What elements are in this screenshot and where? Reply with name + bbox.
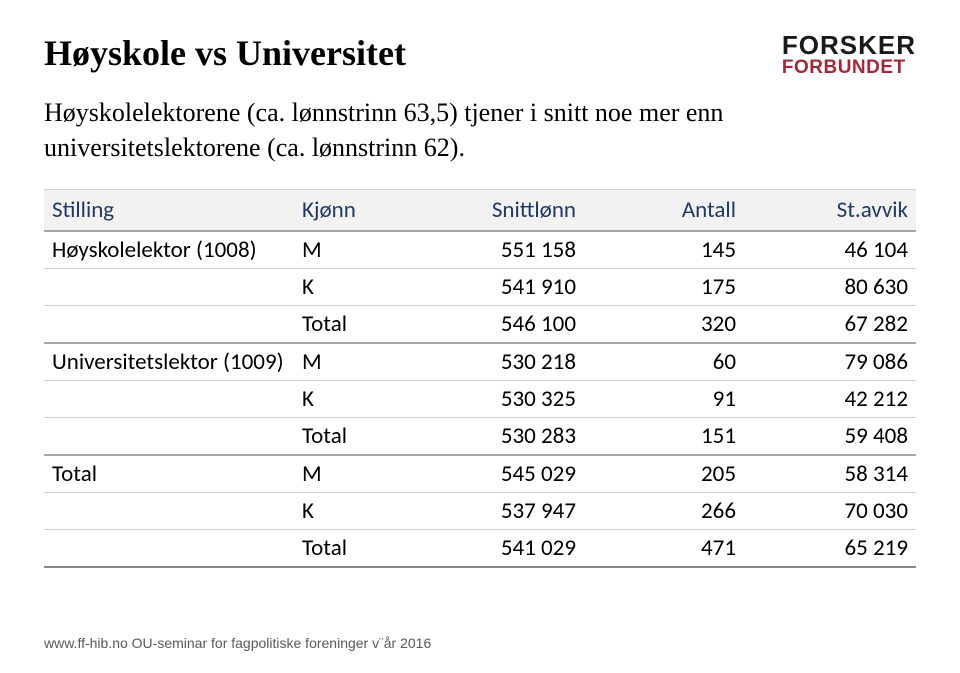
cell-avvik: 79 086 <box>744 343 916 381</box>
cell-avvik: 58 314 <box>744 455 916 493</box>
cell-kjonn: M <box>294 455 384 493</box>
cell-kjonn: M <box>294 343 384 381</box>
cell-stilling <box>44 493 294 530</box>
table-row: TotalM545 02920558 314 <box>44 455 916 493</box>
cell-antall: 175 <box>584 269 744 306</box>
cell-avvik: 65 219 <box>744 530 916 568</box>
cell-avvik: 70 030 <box>744 493 916 530</box>
cell-antall: 320 <box>584 306 744 344</box>
table-row: Total530 28315159 408 <box>44 418 916 456</box>
cell-stilling <box>44 381 294 418</box>
table-row: K537 94726670 030 <box>44 493 916 530</box>
cell-snitt: 530 283 <box>384 418 584 456</box>
cell-avvik: 59 408 <box>744 418 916 456</box>
cell-kjonn: Total <box>294 306 384 344</box>
cell-antall: 471 <box>584 530 744 568</box>
cell-avvik: 42 212 <box>744 381 916 418</box>
salary-table: Stilling Kjønn Snittlønn Antall St.avvik… <box>44 189 916 568</box>
table-row: K530 3259142 212 <box>44 381 916 418</box>
cell-antall: 60 <box>584 343 744 381</box>
table-row: Universitetslektor (1009)M530 2186079 08… <box>44 343 916 381</box>
col-stilling: Stilling <box>44 190 294 232</box>
cell-stilling <box>44 530 294 568</box>
logo-line2: FORBUNDET <box>782 58 916 77</box>
cell-stilling <box>44 269 294 306</box>
cell-snitt: 546 100 <box>384 306 584 344</box>
col-antall: Antall <box>584 190 744 232</box>
table-row: Total546 10032067 282 <box>44 306 916 344</box>
cell-snitt: 541 910 <box>384 269 584 306</box>
cell-snitt: 541 029 <box>384 530 584 568</box>
cell-kjonn: K <box>294 269 384 306</box>
logo: FORSKER FORBUNDET <box>782 32 916 77</box>
col-kjonn: Kjønn <box>294 190 384 232</box>
table-row: K541 91017580 630 <box>44 269 916 306</box>
cell-avvik: 80 630 <box>744 269 916 306</box>
cell-antall: 205 <box>584 455 744 493</box>
table-body: Høyskolelektor (1008)M551 15814546 104K5… <box>44 231 916 567</box>
cell-snitt: 530 325 <box>384 381 584 418</box>
logo-line1: FORSKER <box>782 32 916 58</box>
footer-text: www.ff-hib.no OU-seminar for fagpolitisk… <box>44 635 431 651</box>
col-stavvik: St.avvik <box>744 190 916 232</box>
cell-kjonn: Total <box>294 530 384 568</box>
cell-kjonn: K <box>294 493 384 530</box>
page-title: Høyskole vs Universitet <box>44 32 406 74</box>
cell-stilling: Universitetslektor (1009) <box>44 343 294 381</box>
cell-stilling: Høyskolelektor (1008) <box>44 231 294 269</box>
col-snittlonn: Snittlønn <box>384 190 584 232</box>
cell-kjonn: K <box>294 381 384 418</box>
table-row: Høyskolelektor (1008)M551 15814546 104 <box>44 231 916 269</box>
cell-avvik: 67 282 <box>744 306 916 344</box>
slide-header: Høyskole vs Universitet FORSKER FORBUNDE… <box>44 32 916 77</box>
table-header-row: Stilling Kjønn Snittlønn Antall St.avvik <box>44 190 916 232</box>
cell-antall: 266 <box>584 493 744 530</box>
cell-snitt: 530 218 <box>384 343 584 381</box>
cell-antall: 151 <box>584 418 744 456</box>
subtitle-text: Høyskolelektorene (ca. lønnstrinn 63,5) … <box>44 95 764 165</box>
cell-snitt: 551 158 <box>384 231 584 269</box>
cell-stilling <box>44 306 294 344</box>
cell-snitt: 545 029 <box>384 455 584 493</box>
cell-antall: 145 <box>584 231 744 269</box>
cell-kjonn: Total <box>294 418 384 456</box>
cell-avvik: 46 104 <box>744 231 916 269</box>
cell-stilling: Total <box>44 455 294 493</box>
cell-kjonn: M <box>294 231 384 269</box>
cell-snitt: 537 947 <box>384 493 584 530</box>
table-row: Total541 02947165 219 <box>44 530 916 568</box>
cell-antall: 91 <box>584 381 744 418</box>
cell-stilling <box>44 418 294 456</box>
